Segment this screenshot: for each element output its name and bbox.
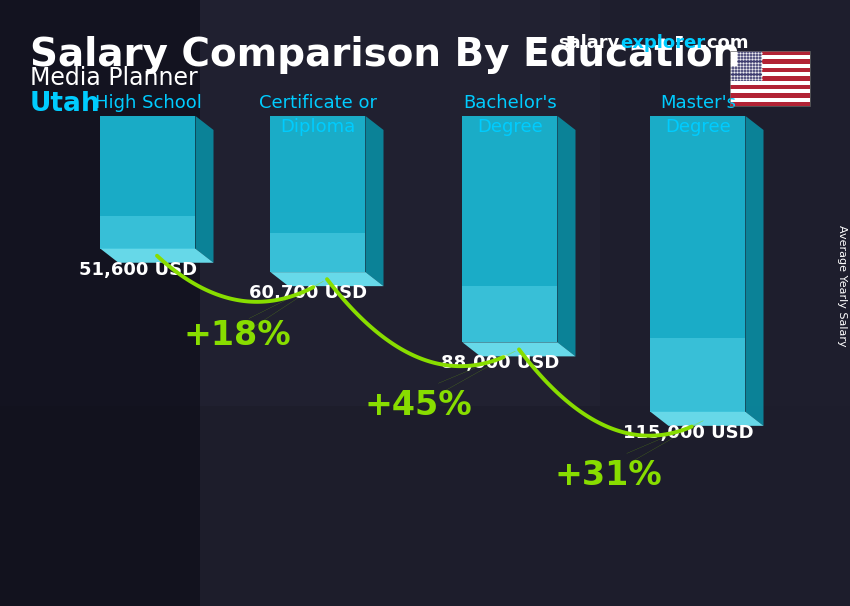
Bar xyxy=(730,76,810,81)
Polygon shape xyxy=(650,412,763,426)
Bar xyxy=(450,0,850,606)
Polygon shape xyxy=(462,286,558,342)
Polygon shape xyxy=(270,233,366,272)
Polygon shape xyxy=(650,338,745,412)
Text: .com: .com xyxy=(700,34,749,52)
Bar xyxy=(730,51,810,55)
Bar xyxy=(730,72,810,76)
Text: Bachelor's
Degree: Bachelor's Degree xyxy=(463,94,557,136)
Polygon shape xyxy=(366,116,383,286)
Text: Media Planner: Media Planner xyxy=(30,66,198,90)
Text: Certificate or
Diploma: Certificate or Diploma xyxy=(259,94,377,136)
Bar xyxy=(0,0,200,606)
Bar xyxy=(730,64,810,68)
Bar xyxy=(730,55,810,59)
Text: 60,700 USD: 60,700 USD xyxy=(249,284,367,302)
Polygon shape xyxy=(462,342,575,356)
Polygon shape xyxy=(270,272,383,286)
Polygon shape xyxy=(100,116,196,248)
Text: High School: High School xyxy=(94,94,201,112)
Polygon shape xyxy=(745,116,763,426)
Polygon shape xyxy=(558,116,575,356)
Bar xyxy=(730,98,810,102)
Bar xyxy=(730,93,810,98)
Bar xyxy=(730,59,810,64)
Bar xyxy=(600,0,850,406)
Text: salary: salary xyxy=(558,34,620,52)
Text: +31%: +31% xyxy=(554,459,662,492)
Bar xyxy=(730,51,810,106)
Text: explorer: explorer xyxy=(620,34,706,52)
Polygon shape xyxy=(100,216,196,248)
Text: Master's
Degree: Master's Degree xyxy=(660,94,736,136)
Bar xyxy=(730,51,762,81)
Text: Salary Comparison By Education: Salary Comparison By Education xyxy=(30,36,740,74)
Bar xyxy=(730,85,810,89)
Text: +18%: +18% xyxy=(184,319,291,352)
Text: +45%: +45% xyxy=(364,390,472,422)
Text: Utah: Utah xyxy=(30,91,100,117)
Text: Average Yearly Salary: Average Yearly Salary xyxy=(837,225,847,347)
Polygon shape xyxy=(462,116,558,342)
Text: 88,000 USD: 88,000 USD xyxy=(441,355,559,372)
Polygon shape xyxy=(100,248,213,263)
Bar xyxy=(730,68,810,72)
Polygon shape xyxy=(650,116,745,412)
Bar xyxy=(730,89,810,93)
Polygon shape xyxy=(196,116,213,263)
Polygon shape xyxy=(270,116,366,272)
Bar xyxy=(730,81,810,85)
Text: 115,000 USD: 115,000 USD xyxy=(623,424,753,442)
Bar xyxy=(730,102,810,106)
Bar xyxy=(0,406,850,606)
Bar xyxy=(200,0,450,606)
Text: 51,600 USD: 51,600 USD xyxy=(79,261,197,279)
